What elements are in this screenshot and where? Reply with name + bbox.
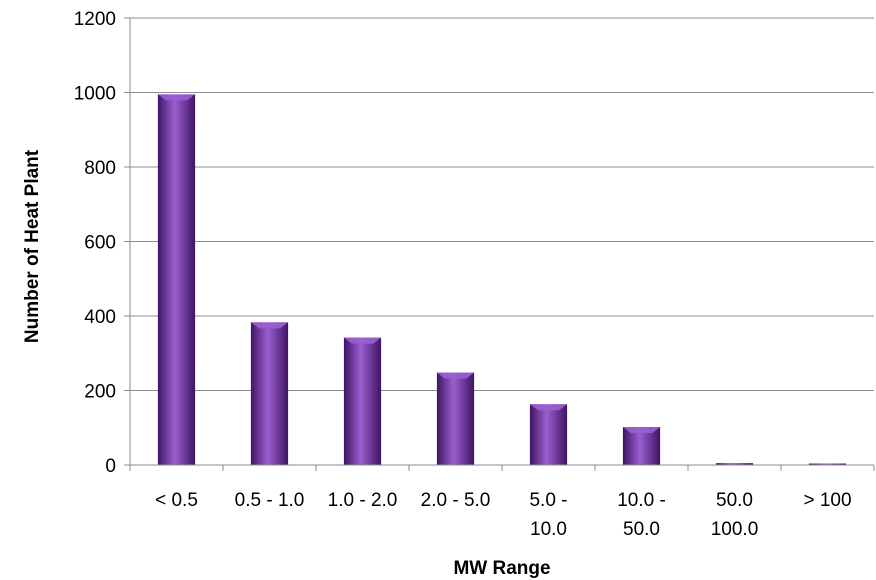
x-tick-label: < 0.5	[155, 490, 198, 511]
y-tick-label: 1200	[74, 9, 116, 30]
axes	[124, 17, 875, 471]
y-tick-label: 800	[84, 158, 116, 179]
bar-bevel	[622, 427, 661, 434]
gridlines	[130, 17, 874, 391]
y-axis-title: Number of Heat Plant	[22, 149, 43, 343]
bar-bevel	[250, 322, 289, 329]
y-tick-label: 1000	[74, 84, 116, 105]
y-tick-label: 400	[84, 307, 116, 328]
bars	[157, 94, 847, 466]
tick-labels: 0 200 400 600 800 1000 1200 < 0.5 0.5 - 1.0 1.0 -…	[74, 9, 852, 540]
x-axis-title: MW Range	[453, 558, 550, 579]
bar	[250, 322, 289, 465]
bar	[622, 427, 661, 465]
x-tick-label: 5.0 -	[529, 490, 567, 511]
x-tick-label: > 100	[803, 490, 851, 511]
x-tick-label: 10.0	[530, 519, 567, 540]
bar	[343, 337, 382, 465]
bar	[529, 404, 568, 465]
x-tick-label: 50.0	[716, 490, 753, 511]
bar-bevel	[436, 372, 475, 379]
x-tick-label: 1.0 - 2.0	[328, 490, 398, 511]
y-tick-label: 200	[84, 382, 116, 403]
bar	[808, 463, 847, 465]
bar-bevel	[343, 337, 382, 344]
y-tick-label: 600	[84, 233, 116, 254]
x-tick-label: 2.0 - 5.0	[421, 490, 491, 511]
bar	[436, 372, 475, 465]
bar	[157, 94, 196, 466]
bar-bevel	[157, 94, 196, 101]
x-tick-label: 100.0	[711, 519, 759, 540]
x-tick-label: 10.0 -	[617, 490, 666, 511]
bar-bevel	[529, 404, 568, 411]
x-tick-label: 50.0	[623, 519, 660, 540]
bar	[715, 463, 754, 465]
x-tick-label: 0.5 - 1.0	[235, 490, 305, 511]
y-tick-label: 0	[105, 456, 116, 477]
